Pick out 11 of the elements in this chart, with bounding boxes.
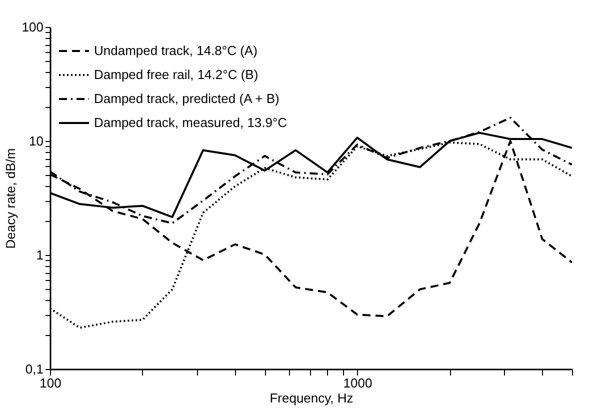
y-tick-label: 100 xyxy=(22,20,44,34)
y-tick-label: 10 xyxy=(29,134,44,148)
y-tick-label: 0,1 xyxy=(25,362,44,376)
y-axis-title: Deacy rate, dB/m xyxy=(2,148,18,249)
x-tick-label: 1000 xyxy=(343,376,372,390)
y-tick-label: 1 xyxy=(36,248,44,262)
legend-label: Undamped track, 14.8°C (A) xyxy=(94,43,258,58)
legend-label: Damped track, predicted (A + B) xyxy=(94,91,280,106)
x-axis-title: Frequency, Hz xyxy=(270,390,354,406)
legend-label: Damped track, measured, 13.9°C xyxy=(94,115,288,130)
legend-label: Damped free rail, 14.2°C (B) xyxy=(94,67,258,82)
